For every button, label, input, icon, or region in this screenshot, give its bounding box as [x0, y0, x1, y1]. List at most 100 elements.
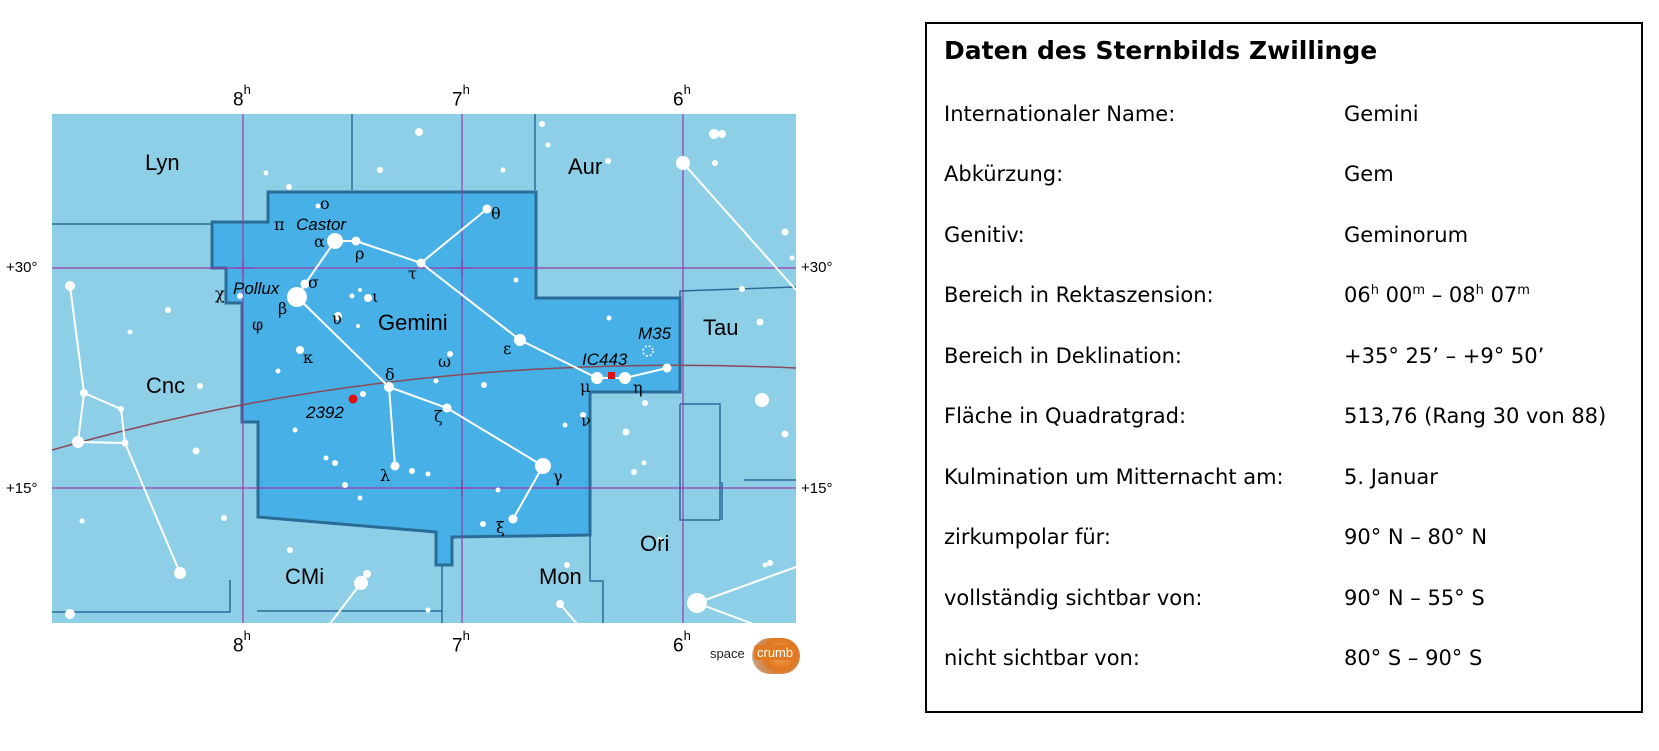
greek-omicron: ο	[320, 194, 330, 213]
info-row: Bereich in Deklination: +35° 25’ – +9° 5…	[944, 344, 1634, 374]
info-value: Gem	[1344, 162, 1394, 186]
info-label: vollständig sichtbar von:	[944, 586, 1203, 610]
info-row: zirkumpolar für: 90° N – 80° N	[944, 525, 1634, 555]
greek-eta: η	[633, 378, 643, 397]
logo-text-crumb: crumb	[754, 645, 797, 660]
info-label: Abkürzung:	[944, 162, 1064, 186]
info-label: Bereich in Deklination:	[944, 344, 1183, 368]
logo-text-space: space	[710, 646, 745, 661]
greek-chi: χ	[215, 284, 225, 303]
greek-sigma: σ	[308, 273, 319, 292]
label-aur: Aur	[568, 154, 602, 179]
star-mu	[591, 372, 603, 384]
info-label: Fläche in Quadratgrad:	[944, 404, 1187, 428]
ra-label-bottom-8h: 8h	[233, 628, 251, 657]
star-delta	[384, 382, 394, 392]
label-m35: M35	[638, 324, 672, 343]
label-lyn: Lyn	[145, 150, 180, 175]
label-castor: Castor	[296, 215, 347, 234]
info-row: Genitiv: Geminorum	[944, 223, 1634, 253]
info-row: vollständig sichtbar von: 90° N – 55° S	[944, 586, 1634, 616]
dec-label-left-30: +30°	[6, 259, 38, 276]
info-value: Geminorum	[1344, 223, 1469, 247]
greek-mu: μ	[580, 377, 590, 396]
dec-label-right-15: +15°	[801, 480, 833, 497]
ecliptic-line	[51, 364, 797, 451]
info-label: Bereich in Rektaszension:	[944, 283, 1214, 307]
star-tau	[416, 258, 426, 268]
greek-nu: ν	[581, 411, 591, 430]
star-alhena	[535, 458, 551, 474]
star-castor	[327, 233, 343, 249]
ra-label-top-7h: 7h	[452, 82, 470, 111]
label-cmi: CMi	[285, 564, 324, 589]
info-label: Genitiv:	[944, 223, 1025, 247]
star-pollux	[287, 287, 307, 307]
greek-omega: ω	[438, 352, 451, 371]
info-row: Kulmination um Mitternacht am: 5. Januar	[944, 465, 1634, 495]
info-value: +35° 25’ – +9° 50’	[1344, 344, 1545, 368]
star-epsilon	[514, 334, 526, 346]
greek-xi: ξ	[496, 518, 505, 537]
label-cnc: Cnc	[146, 373, 185, 398]
info-label: nicht sichtbar von:	[944, 646, 1140, 670]
info-value-ra-range: 06h 00m – 08h 07m	[1344, 283, 1530, 307]
label-ori: Ori	[640, 531, 669, 556]
greek-delta: δ	[385, 365, 395, 384]
info-row: Abkürzung: Gem	[944, 162, 1634, 192]
info-label: Kulmination um Mitternacht am:	[944, 465, 1284, 489]
ra-label-bottom-7h: 7h	[452, 628, 470, 657]
ra-label-bottom-6h: 6h	[673, 628, 691, 657]
greek-alpha: α	[314, 232, 325, 251]
info-value: 80° S – 90° S	[1344, 646, 1483, 670]
info-row: Bereich in Rektaszension: 06h 00m – 08h …	[944, 283, 1634, 313]
greek-iota: ι	[372, 287, 378, 306]
info-value: Gemini	[1344, 102, 1419, 126]
label-gemini: Gemini	[378, 310, 448, 335]
greek-rho: ρ	[355, 244, 364, 263]
info-value: 90° N – 55° S	[1344, 586, 1485, 610]
greek-lambda: λ	[380, 466, 390, 485]
star-map-svg: Lyn Aur Tau Cnc Gemini Ori CMi Mon Casto…	[51, 114, 797, 654]
greek-theta: θ	[491, 204, 501, 223]
greek-phi: φ	[252, 315, 263, 334]
ra-grid	[52, 114, 796, 623]
greek-tau: τ	[408, 264, 417, 283]
m35-cluster-icon	[642, 345, 654, 357]
stars	[65, 121, 795, 654]
label-ngc2392: 2392	[305, 403, 344, 422]
neighbor-boundaries	[52, 114, 797, 623]
info-value: 90° N – 80° N	[1344, 525, 1488, 549]
label-mon: Mon	[539, 564, 582, 589]
label-pollux: Pollux	[233, 279, 280, 298]
star-map: Lyn Aur Tau Cnc Gemini Ori CMi Mon Casto…	[6, 82, 833, 674]
ic443-marker	[608, 372, 615, 379]
star-eta	[619, 372, 631, 384]
info-value: 513,76 (Rang 30 von 88)	[1344, 404, 1607, 428]
info-row: Fläche in Quadratgrad: 513,76 (Rang 30 v…	[944, 404, 1634, 434]
greek-gamma: γ	[553, 467, 563, 486]
ra-label-top-8h: 8h	[233, 82, 251, 111]
label-ic443: IC443	[582, 350, 628, 369]
dec-label-left-15: +15°	[6, 480, 38, 497]
star-theta	[482, 204, 492, 214]
info-row: nicht sichtbar von: 80° S – 90° S	[944, 646, 1634, 676]
greek-kappa: κ	[303, 348, 313, 367]
greek-zeta: ζ	[434, 407, 443, 426]
dec-label-right-30: +30°	[801, 259, 833, 276]
ra-label-top-6h: 6h	[673, 82, 691, 111]
grid-crosses	[235, 260, 470, 496]
info-value: 5. Januar	[1344, 465, 1438, 489]
info-title: Daten des Sternbilds Zwillinge	[944, 36, 1378, 65]
greek-upsilon: υ	[332, 309, 342, 328]
greek-beta: β	[278, 299, 287, 318]
label-tau: Tau	[703, 315, 738, 340]
info-label: Internationaler Name:	[944, 102, 1176, 126]
info-panel: Daten des Sternbilds Zwillinge Internati…	[925, 22, 1643, 713]
ngc2392-marker	[348, 394, 358, 404]
info-label: zirkumpolar für:	[944, 525, 1112, 549]
constellation-lines	[69, 162, 797, 652]
greek-epsilon: ε	[503, 339, 511, 358]
greek-pi: π	[274, 215, 285, 234]
info-row: Internationaler Name: Gemini	[944, 102, 1634, 132]
